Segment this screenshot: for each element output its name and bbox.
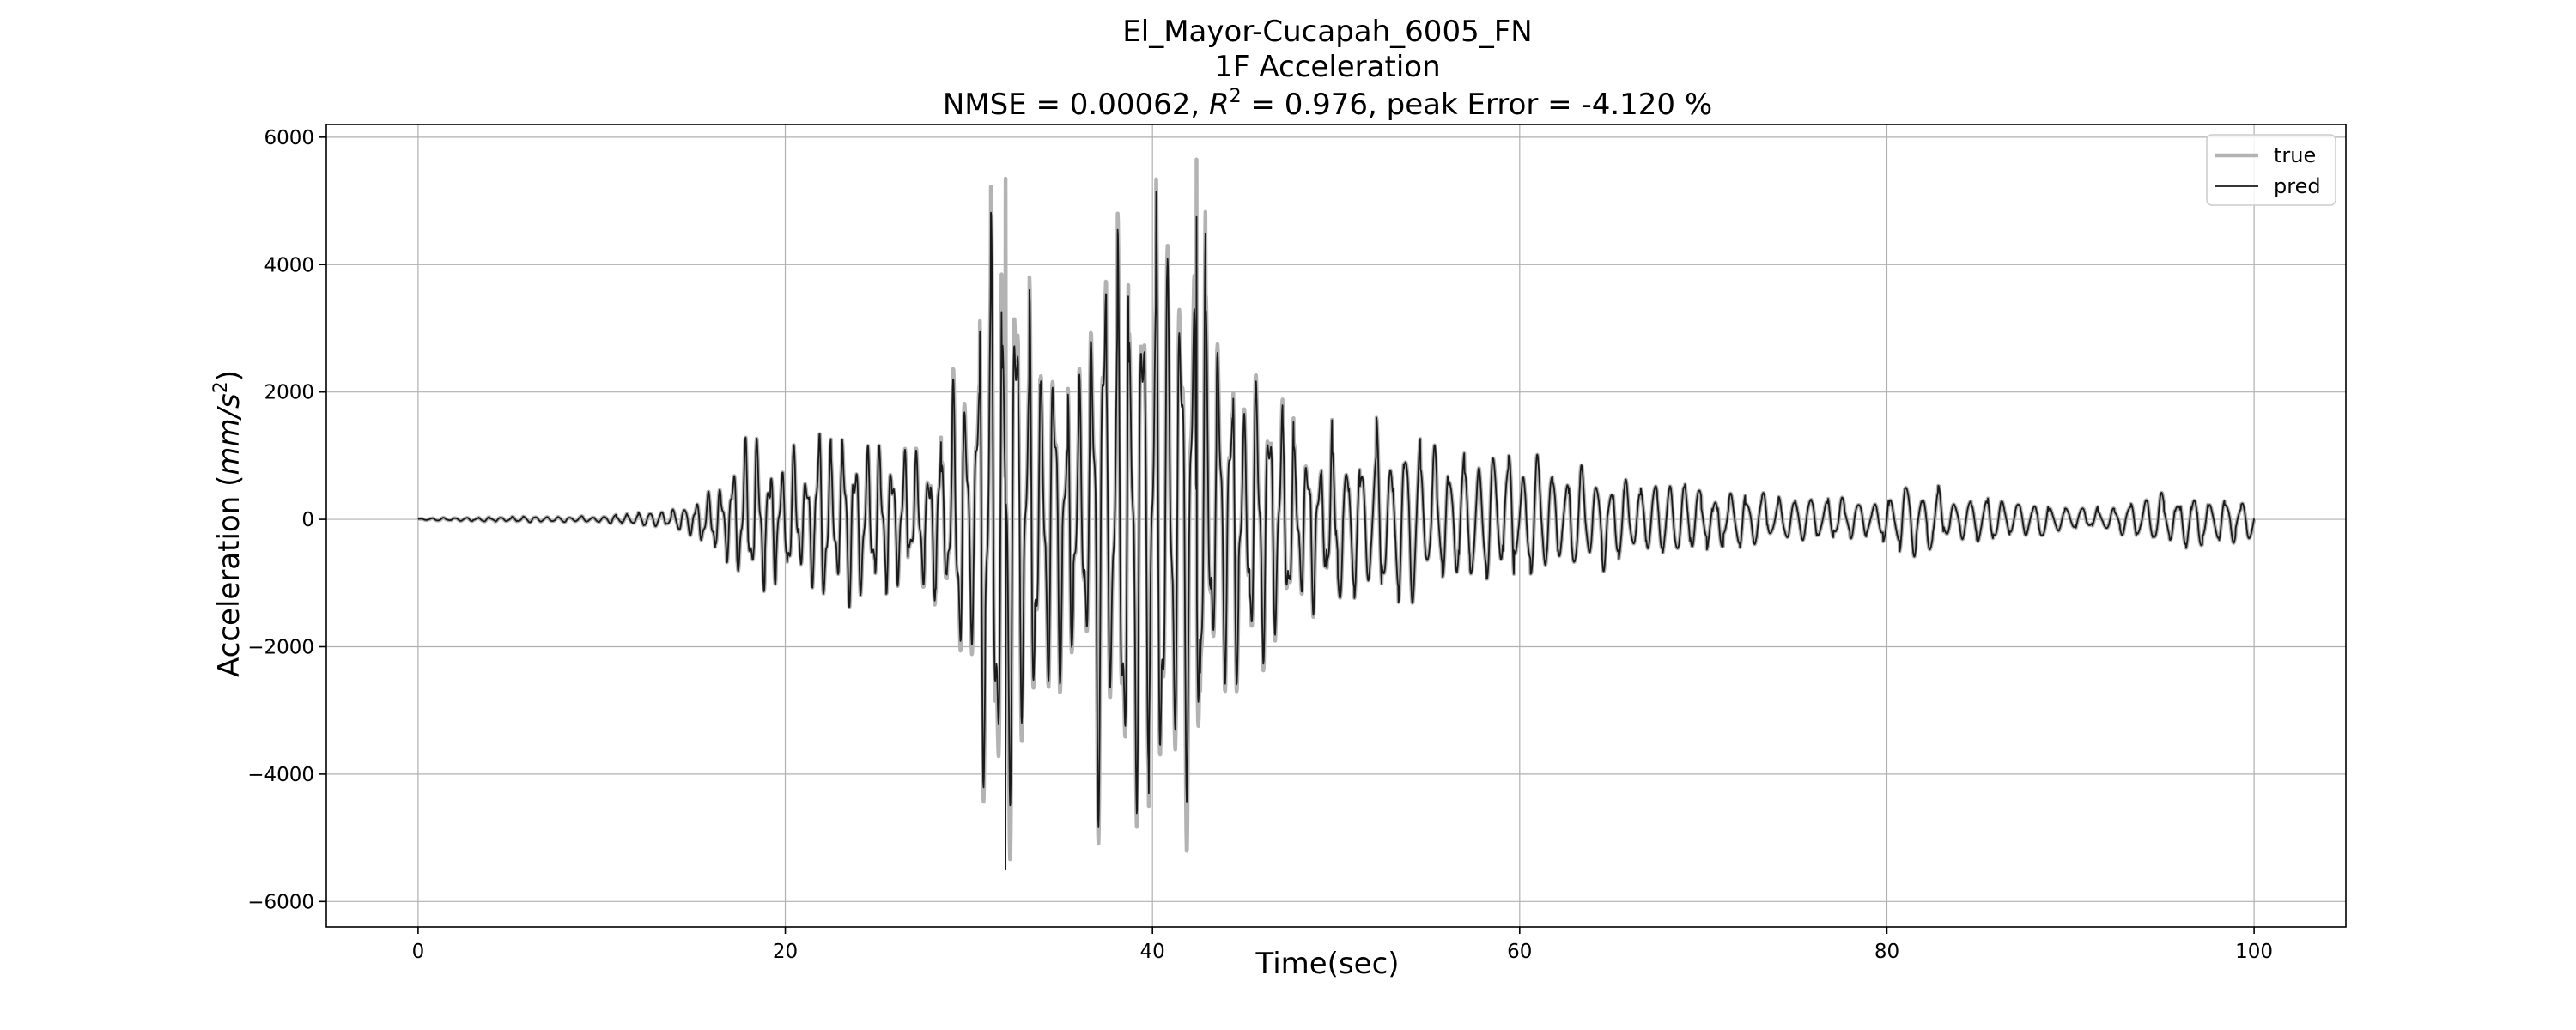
y-axis-label-suffix: ) <box>212 370 246 381</box>
chart-title-metrics: NMSE = 0.00062, R2 = 0.976, peak Error =… <box>943 86 1712 122</box>
y-axis-label: Acceleration (mm/s2) <box>210 370 246 677</box>
metrics-rest: = 0.976, peak Error = -4.120 % <box>1242 88 1713 122</box>
x-tick-label: 20 <box>773 941 798 963</box>
chart-title-line-1: El_Mayor-Cucapah_6005_FN <box>1122 15 1532 49</box>
x-tick-label: 0 <box>412 941 425 963</box>
y-tick-label: −6000 <box>247 891 314 913</box>
y-axis-label-unit: mm/s <box>212 393 246 475</box>
plot-frame <box>325 124 2347 928</box>
legend-label-true: true <box>2274 143 2316 167</box>
x-tick-label: 60 <box>1507 941 1532 963</box>
x-axis-label: Time(sec) <box>1255 947 1399 981</box>
x-tick-label: 40 <box>1140 941 1165 963</box>
legend-label-pred: pred <box>2274 174 2321 198</box>
axes: 0 20 40 60 80 100 −6000 −4000 −2000 0 2000 4000 6000 <box>247 124 2347 963</box>
legend-box <box>2206 134 2336 206</box>
y-tick-label: 6000 <box>264 127 314 149</box>
x-tick-label: 100 <box>2235 941 2273 963</box>
y-tick-label: 0 <box>301 509 314 531</box>
y-tick-label: 2000 <box>264 382 314 404</box>
y-axis-label-prefix: Acceleration ( <box>212 476 246 677</box>
y-axis-label-superscript: 2 <box>210 381 232 393</box>
legend: true pred <box>2206 134 2336 206</box>
x-tick-label: 80 <box>1874 941 1899 963</box>
metrics-r2-superscript: 2 <box>1230 86 1242 107</box>
y-tick-label: −4000 <box>247 764 314 786</box>
y-tick-label: 4000 <box>264 254 314 276</box>
series-lines <box>416 157 2257 871</box>
metrics-r2-symbol: R <box>1209 88 1230 122</box>
y-tick-label: −2000 <box>247 636 314 658</box>
series-line-pred <box>417 191 2255 871</box>
chart-title-line-2: 1F Acceleration <box>1214 50 1440 84</box>
metrics-nmse: NMSE = 0.00062, <box>943 88 1209 122</box>
